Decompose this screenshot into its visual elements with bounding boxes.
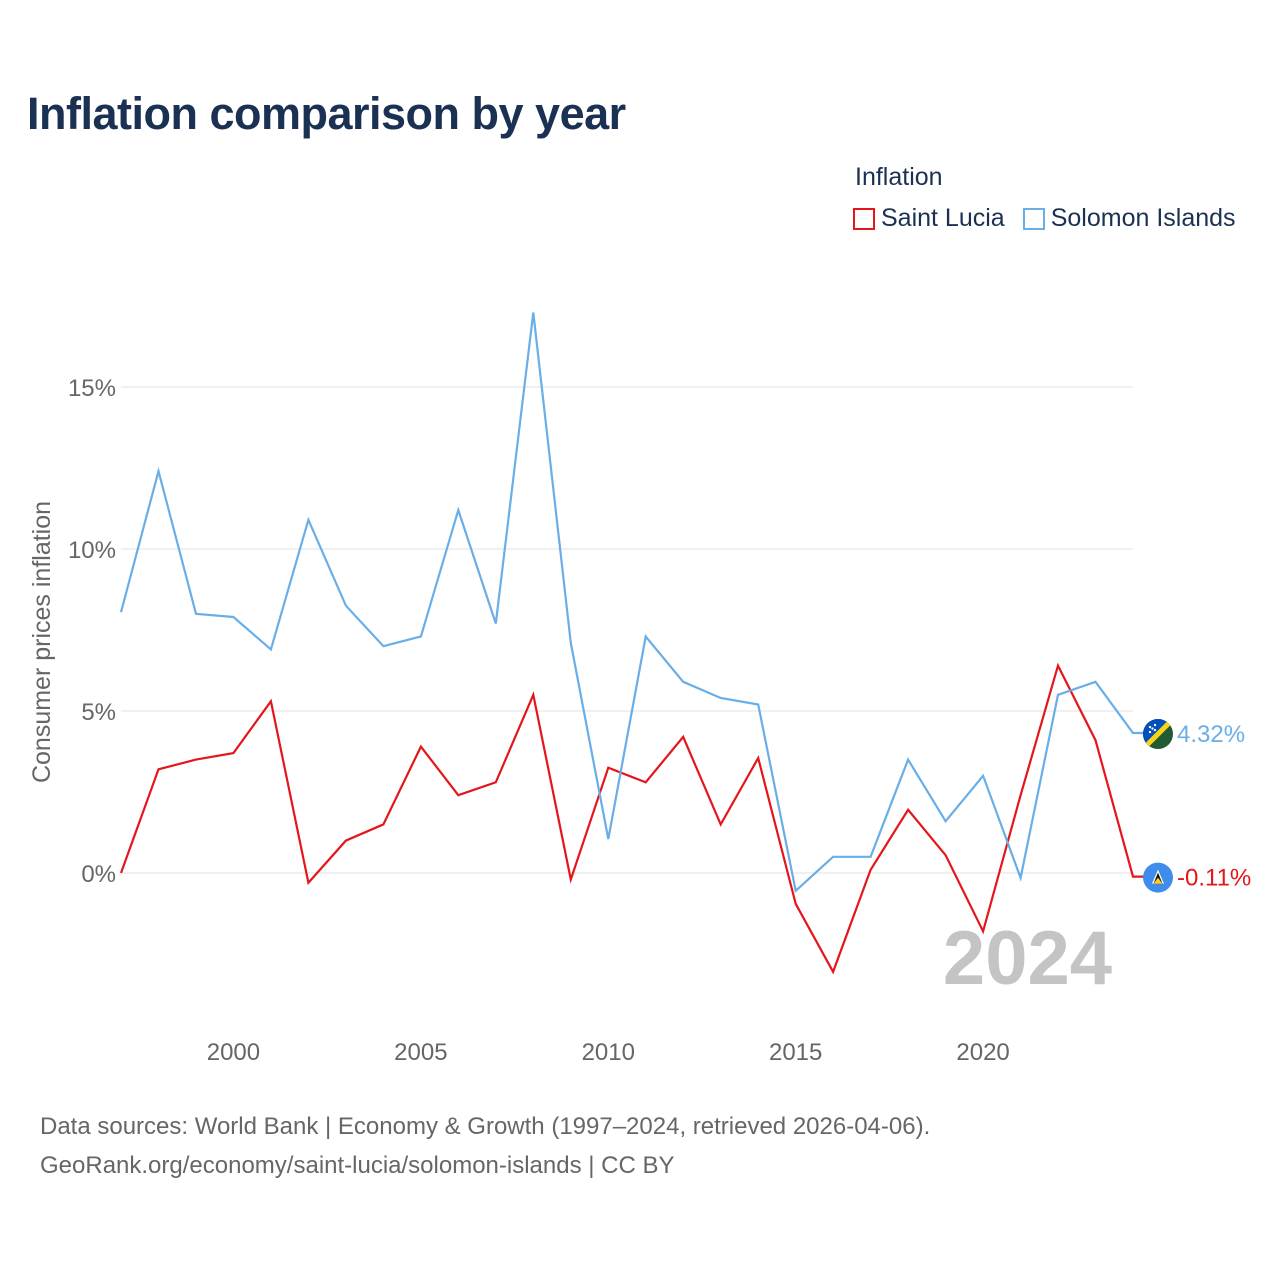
legend-swatch-saint-lucia: [853, 207, 875, 230]
y-axis-label: Consumer prices inflation: [28, 501, 56, 783]
x-tick-label: 2020: [956, 1039, 1009, 1066]
x-tick-label: 2000: [207, 1039, 260, 1066]
series-line-saint-lucia[interactable]: [119, 662, 1145, 975]
x-tick-label: 2010: [582, 1039, 635, 1066]
legend: Saint Lucia Solomon Islands: [853, 204, 1236, 233]
source-line-2[interactable]: GeoRank.org/economy/saint-lucia/solomon-…: [40, 1152, 675, 1179]
grid-lines: [121, 386, 1133, 874]
y-tick-label: 0%: [81, 861, 116, 888]
source-line-1: Data sources: World Bank | Economy & Gro…: [40, 1113, 931, 1140]
x-tick-label: 2015: [769, 1039, 822, 1066]
x-axis-ticks: 2000 2005 2010 2015 2020: [207, 1039, 1010, 1066]
legend-item-saint-lucia[interactable]: Saint Lucia: [853, 204, 1005, 233]
chart-title: Inflation comparison by year: [27, 88, 626, 139]
year-watermark: 2024: [943, 916, 1112, 1001]
series-lines: [119, 312, 1145, 975]
y-tick-label: 5%: [81, 699, 116, 726]
x-tick-label: 2005: [394, 1039, 447, 1066]
end-label-saint-lucia: -0.11%: [1177, 865, 1251, 892]
solomon-islands-flag-icon: [1143, 719, 1173, 750]
saint-lucia-flag-icon: [1143, 862, 1173, 893]
y-tick-label: 15%: [68, 375, 116, 402]
legend-item-solomon-islands[interactable]: Solomon Islands: [1022, 204, 1236, 233]
series-line-solomon-islands[interactable]: [119, 312, 1145, 893]
legend-swatch-solomon-islands: [1022, 207, 1045, 230]
legend-title: Inflation: [855, 163, 943, 191]
source-note: Data sources: World Bank | Economy & Gro…: [40, 1107, 930, 1185]
y-axis-ticks: 0% 5% 10% 15%: [68, 375, 116, 888]
end-label-solomon-islands: 4.32%: [1177, 721, 1245, 748]
y-tick-label: 10%: [68, 537, 116, 564]
legend-label-solomon-islands: Solomon Islands: [1050, 204, 1236, 232]
legend-label-saint-lucia: Saint Lucia: [881, 204, 1005, 232]
